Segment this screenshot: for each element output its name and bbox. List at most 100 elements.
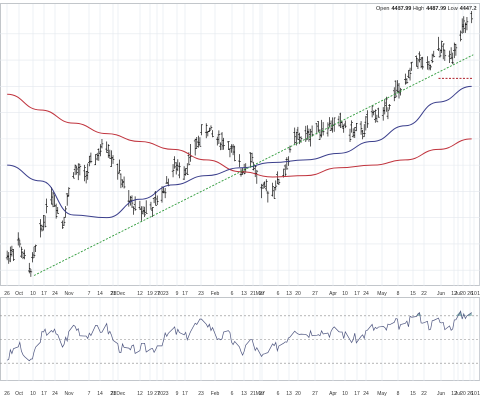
price-bar bbox=[111, 155, 115, 164]
price-bar bbox=[277, 178, 281, 185]
open-value: 4487.99 bbox=[391, 6, 412, 12]
x-tick-label: 27 bbox=[154, 391, 160, 397]
price-bar bbox=[39, 219, 42, 238]
x-tick-label: 26 bbox=[4, 291, 10, 297]
price-bar bbox=[216, 136, 219, 146]
x-tick-label: 15 bbox=[410, 291, 416, 297]
price-bar bbox=[274, 180, 278, 191]
price-bar bbox=[359, 121, 363, 135]
price-bar bbox=[97, 148, 101, 161]
price-bar bbox=[78, 163, 82, 176]
price-bar bbox=[462, 16, 466, 33]
x-tick-label: 7 bbox=[88, 391, 91, 397]
price-bar bbox=[377, 107, 380, 118]
price-bar bbox=[343, 120, 347, 129]
price-bar bbox=[293, 127, 297, 145]
price-bar bbox=[315, 123, 319, 135]
price-bar bbox=[350, 120, 353, 133]
price-bar bbox=[318, 129, 322, 140]
price-bar bbox=[408, 67, 412, 81]
x-tick-label: 21 bbox=[110, 291, 116, 297]
price-bar bbox=[332, 117, 336, 132]
price-bar bbox=[340, 121, 344, 129]
price-bar bbox=[20, 246, 23, 258]
price-bar bbox=[18, 239, 22, 248]
price-bar bbox=[56, 206, 60, 214]
x-tick-label: 27 bbox=[312, 391, 318, 397]
price-bar bbox=[342, 124, 345, 133]
x-tick-label: 27 bbox=[259, 391, 265, 397]
price-bar bbox=[198, 137, 202, 147]
price-bar bbox=[239, 168, 243, 177]
price-bar bbox=[441, 43, 445, 60]
x-tick-label: 24 bbox=[363, 291, 369, 297]
price-bar bbox=[230, 144, 233, 153]
price-bar bbox=[29, 269, 33, 277]
price-bar bbox=[62, 216, 66, 226]
price-bar bbox=[317, 121, 320, 133]
price-bar bbox=[5, 250, 9, 261]
price-bar bbox=[227, 141, 230, 150]
price-bar bbox=[231, 144, 235, 156]
x-tick-label: 12 bbox=[137, 291, 143, 297]
price-bar bbox=[95, 152, 99, 161]
x-tick-label: 24 bbox=[52, 291, 58, 297]
x-tick-label: 23 bbox=[198, 391, 204, 397]
price-bar bbox=[404, 73, 407, 85]
price-bar bbox=[193, 138, 197, 156]
price-bar bbox=[42, 215, 45, 231]
price-bar bbox=[351, 128, 355, 138]
x-tick-label: Nov bbox=[65, 291, 74, 297]
x-tick-label: 10 bbox=[471, 391, 477, 397]
price-bar bbox=[75, 166, 78, 175]
price-bar bbox=[228, 147, 232, 158]
price-bar bbox=[283, 164, 287, 177]
x-tick-label: Jun bbox=[437, 391, 445, 397]
price-bar bbox=[219, 142, 222, 151]
price-bar bbox=[255, 169, 259, 184]
price-bar bbox=[152, 197, 156, 204]
price-bar bbox=[21, 251, 25, 260]
price-bar bbox=[388, 104, 391, 110]
x-tick-label: 27 bbox=[259, 291, 265, 297]
x-tick-label: 13 bbox=[241, 391, 247, 397]
price-bar bbox=[105, 141, 108, 153]
price-bar bbox=[171, 164, 175, 178]
price-bar bbox=[397, 83, 401, 99]
price-bar bbox=[43, 215, 47, 228]
price-bar bbox=[306, 125, 309, 140]
high-value: 4487.99 bbox=[426, 6, 447, 12]
price-bar bbox=[178, 162, 181, 179]
price-bar bbox=[432, 50, 436, 58]
price-bar bbox=[50, 186, 53, 205]
oscillator-panel-border bbox=[0, 297, 480, 381]
x-tick-label: 10 bbox=[342, 291, 348, 297]
price-bar bbox=[326, 122, 330, 137]
price-bar bbox=[454, 43, 458, 56]
price-bar bbox=[65, 193, 69, 206]
x-tick-label: 6 bbox=[231, 291, 234, 297]
x-tick-label: 22 bbox=[421, 391, 427, 397]
price-bar bbox=[264, 179, 268, 192]
oscillator-overbought-fill bbox=[7, 311, 472, 316]
price-bar bbox=[364, 116, 368, 131]
low-value: 4447.2 bbox=[459, 6, 477, 12]
price-bar bbox=[106, 144, 110, 158]
open-label: Open bbox=[376, 6, 390, 12]
x-tick-label: 2023 bbox=[157, 391, 168, 397]
price-bar bbox=[23, 249, 26, 260]
x-tick-label: 22 bbox=[421, 291, 427, 297]
price-bar bbox=[453, 42, 456, 59]
price-bar bbox=[276, 171, 279, 184]
price-bar bbox=[419, 56, 423, 69]
price-bar bbox=[427, 61, 431, 71]
price-bar bbox=[443, 49, 447, 61]
price-bar bbox=[366, 110, 369, 128]
price-bar bbox=[220, 132, 224, 150]
x-tick-label: 12 bbox=[451, 291, 457, 297]
x-tick-label: 28Dec bbox=[111, 291, 126, 297]
price-bar bbox=[298, 132, 301, 145]
price-bar bbox=[348, 128, 352, 142]
x-tick-label: 8 bbox=[397, 391, 400, 397]
price-bar bbox=[329, 120, 333, 131]
